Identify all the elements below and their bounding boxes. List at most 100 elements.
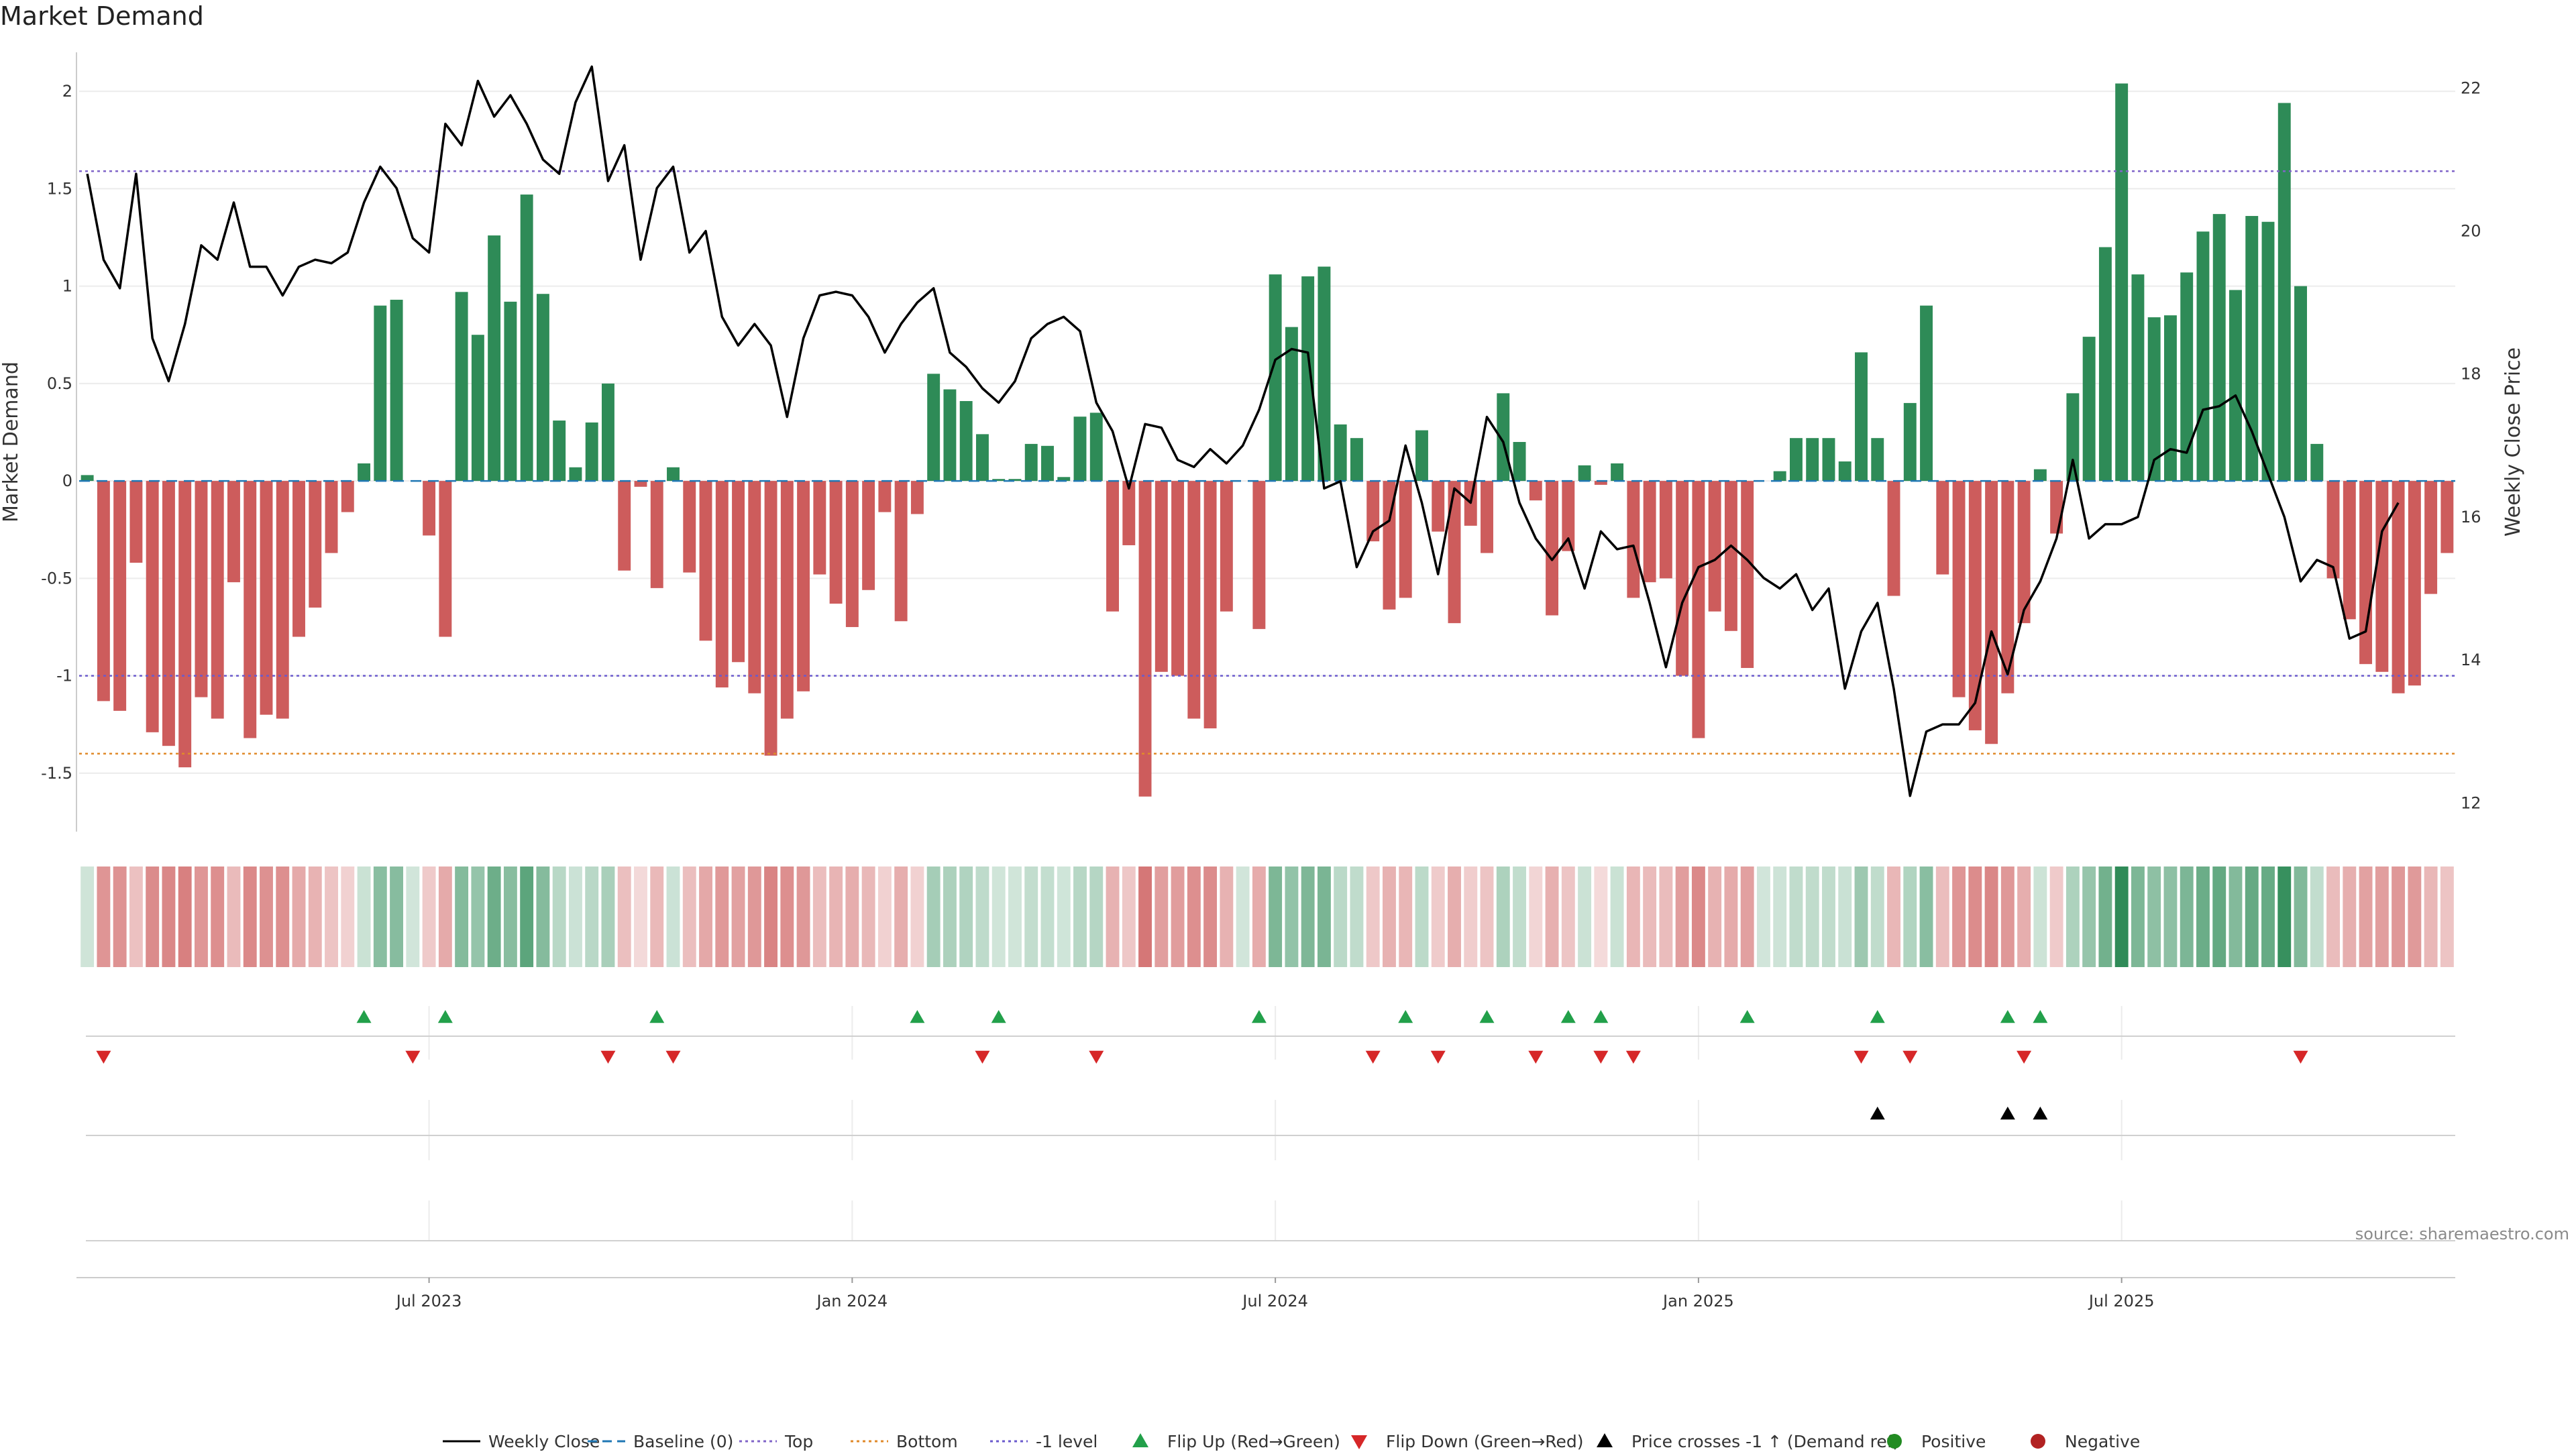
- y-tick-label: -1.5: [41, 764, 72, 783]
- demand-bar: [1187, 481, 1201, 719]
- heat-strip-cell: [1643, 866, 1657, 967]
- demand-bar: [2343, 481, 2356, 620]
- legend-label: Flip Down (Green→Red): [1386, 1432, 1584, 1451]
- demand-bar: [1432, 481, 1445, 532]
- flip-down-marker: [975, 1050, 990, 1064]
- demand-bar: [129, 481, 143, 563]
- heat-strip-cell: [1870, 866, 1884, 967]
- flip-down-marker: [1430, 1050, 1446, 1064]
- heat-strip-cell: [1545, 866, 1559, 967]
- demand-bar: [2440, 481, 2454, 553]
- heat-strip-cell: [2196, 866, 2210, 967]
- heat-strip-cell: [1334, 866, 1348, 967]
- flip-up-marker: [2000, 1010, 2015, 1023]
- demand-bar: [260, 481, 273, 715]
- demand-bar: [1594, 481, 1607, 485]
- demand-bar: [1481, 481, 1493, 553]
- heat-strip-cell: [1789, 866, 1803, 967]
- heat-strip-cell: [536, 866, 550, 967]
- demand-bar: [358, 463, 371, 482]
- demand-bar: [2147, 317, 2161, 482]
- heat-strip-cell: [1675, 866, 1689, 967]
- demand-bar: [488, 235, 501, 482]
- demand-bar: [975, 434, 989, 482]
- demand-bar: [1692, 481, 1705, 738]
- demand-bar: [244, 481, 257, 738]
- demand-bar: [97, 481, 110, 702]
- demand-bar: [959, 400, 973, 482]
- heat-strip-cell: [617, 866, 631, 967]
- heat-strip-cell: [1887, 866, 1900, 967]
- demand-bar: [732, 481, 745, 663]
- heat-strip-cell: [1269, 866, 1283, 967]
- heat-strip-cell: [195, 866, 208, 967]
- heat-strip-cell: [406, 866, 420, 967]
- heat-strip-cell: [796, 866, 810, 967]
- heat-strip-cell: [2017, 866, 2031, 967]
- y2-axis-label: Weekly Close Price: [2502, 347, 2525, 537]
- flip-down-marker: [96, 1050, 111, 1064]
- demand-bar: [1171, 481, 1185, 676]
- heat-strip-cell: [1187, 866, 1201, 967]
- demand-bar: [2163, 315, 2177, 482]
- demand-bar: [1871, 438, 1884, 482]
- heat-strip-cell: [260, 866, 273, 967]
- legend-swatch-flip-up: [1132, 1433, 1148, 1447]
- flip-down-marker: [405, 1050, 421, 1064]
- demand-bar: [520, 194, 533, 482]
- demand-bar: [195, 481, 208, 697]
- flip-up-marker: [1479, 1010, 1495, 1023]
- flip-down-marker: [665, 1050, 681, 1064]
- demand-bar: [2033, 469, 2047, 482]
- demand-bar: [2375, 481, 2389, 672]
- flip-down-marker: [1365, 1050, 1381, 1064]
- heat-strip-cell: [1350, 866, 1364, 967]
- demand-bar: [1350, 438, 1363, 482]
- heat-strip-cell: [585, 866, 599, 967]
- y2-tick-label: 16: [2461, 508, 2481, 526]
- heat-strip-cell: [2261, 866, 2275, 967]
- demand-bar: [764, 481, 777, 756]
- heat-strip-cell: [2440, 866, 2454, 967]
- demand-bar: [862, 481, 875, 590]
- heat-strip-cell: [1919, 866, 1933, 967]
- heat-strip-cell: [991, 866, 1006, 967]
- heat-strip-cell: [146, 866, 160, 967]
- demand-bar: [2115, 83, 2129, 482]
- heat-strip-cell: [1724, 866, 1738, 967]
- heat-strip-cell: [975, 866, 989, 967]
- demand-bar: [2098, 247, 2112, 482]
- demand-bar: [1578, 465, 1591, 482]
- heat-strip-cell: [1773, 866, 1787, 967]
- demand-bar: [845, 481, 859, 627]
- heat-strip-cell: [2212, 866, 2226, 967]
- y-tick-label: -1: [56, 667, 72, 685]
- demand-bar: [699, 481, 712, 641]
- x-tick-label: Jul 2024: [1241, 1292, 1308, 1310]
- demand-bar: [2066, 393, 2080, 482]
- heat-strip-cell: [1480, 866, 1494, 967]
- heat-strip-cell: [1610, 866, 1624, 967]
- heat-strip-cell: [1366, 866, 1380, 967]
- heat-strip-cell: [390, 866, 404, 967]
- demand-bar: [2229, 290, 2242, 482]
- demand-bar: [1220, 481, 1233, 612]
- heat-strip-cell: [308, 866, 322, 967]
- demand-bar: [2017, 481, 2031, 624]
- demand-bar: [211, 481, 224, 719]
- heat-strip-cell: [1106, 866, 1120, 967]
- legend-label: Baseline (0): [633, 1432, 733, 1451]
- demand-bar: [2359, 481, 2373, 665]
- heat-strip-cell: [2229, 866, 2243, 967]
- demand-bar: [341, 481, 354, 512]
- heat-strip-cell: [1155, 866, 1169, 967]
- heat-strip-cell: [2392, 866, 2406, 967]
- demand-bar: [585, 422, 598, 482]
- demand-bar: [1334, 424, 1347, 482]
- heat-strip-cell: [1415, 866, 1429, 967]
- demand-bar: [1203, 481, 1217, 729]
- demand-bar: [423, 481, 436, 536]
- heat-strip-cell: [2163, 866, 2178, 967]
- demand-bar: [1968, 481, 1982, 730]
